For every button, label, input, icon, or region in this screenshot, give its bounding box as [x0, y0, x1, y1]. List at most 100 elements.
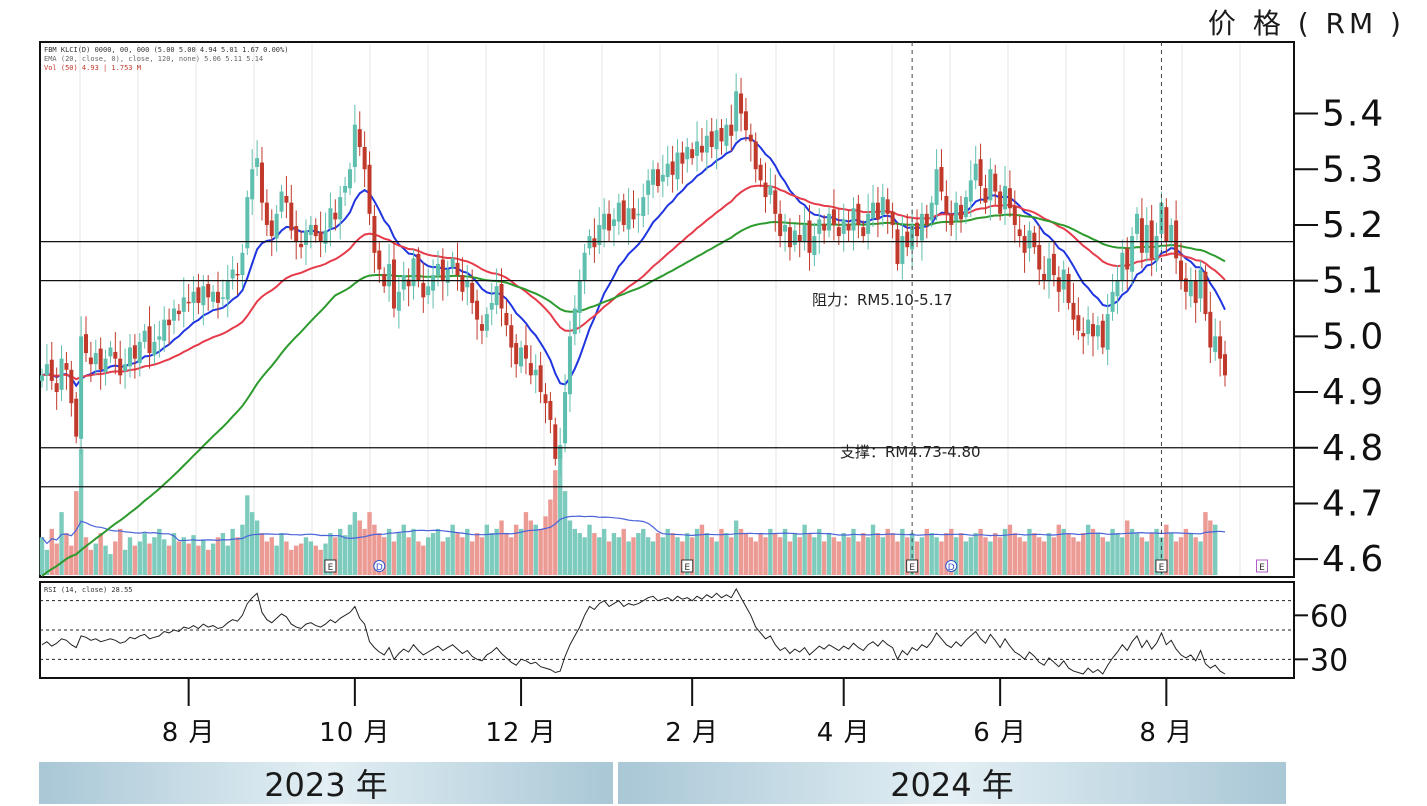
candle-body [127, 347, 132, 367]
candle-body [607, 213, 612, 231]
volume-bar [929, 533, 934, 575]
candle-body [602, 213, 607, 230]
x-tick-label: 4 月 [817, 718, 871, 748]
volume-bar [1164, 524, 1169, 575]
volume-bar [1134, 533, 1140, 575]
volume-bar [122, 549, 128, 575]
volume-bar [83, 537, 89, 575]
candle-body [1003, 185, 1008, 210]
candle-body [357, 129, 362, 147]
volume-bar [885, 528, 890, 575]
candle-body [866, 213, 871, 234]
candle-body [538, 365, 543, 393]
volume-bar [861, 533, 866, 575]
candle-body [372, 216, 377, 253]
candle-body [450, 258, 455, 268]
candle-body [528, 363, 533, 376]
candle-body [680, 152, 685, 164]
volume-bar [1051, 537, 1057, 575]
volume-bar [494, 528, 499, 575]
candle-body [250, 169, 255, 200]
candle-body [924, 213, 929, 225]
candle-body [494, 286, 499, 306]
volume-bar [939, 541, 944, 575]
volume-bar [391, 541, 397, 575]
candle-body [1022, 236, 1027, 253]
candle-body [616, 202, 621, 222]
candle-body [699, 145, 704, 153]
volume-bar [157, 528, 162, 575]
earnings-marker: E [681, 559, 694, 573]
candle-body [753, 141, 758, 170]
candle-body [1105, 314, 1110, 350]
volume-bar [631, 537, 636, 575]
volume-bar [650, 541, 656, 575]
x-tick-label: 2 月 [665, 718, 719, 748]
candle-body [611, 219, 616, 227]
volume-bar [284, 541, 289, 575]
volume-bar [1017, 537, 1022, 575]
volume-bar [509, 537, 514, 575]
candle-body [963, 197, 968, 218]
volume-bar [313, 545, 318, 575]
volume-bar [841, 533, 846, 575]
candle-body [387, 263, 392, 287]
candle-body [181, 297, 186, 312]
candle-body [426, 286, 431, 296]
candle-body [743, 111, 748, 131]
y-tick-label: 5.3 [1322, 149, 1385, 190]
candle-body [533, 369, 538, 376]
candle-body [1198, 269, 1203, 299]
volume-bar [1144, 541, 1149, 575]
volume-bar [953, 537, 959, 575]
candle-body [704, 135, 709, 153]
candle-body [558, 447, 563, 459]
y-tick-label: 4.9 [1322, 372, 1385, 413]
candle-body [362, 146, 367, 170]
volume-bar [963, 541, 969, 575]
candle-body [641, 197, 646, 217]
volume-bar [592, 533, 597, 575]
volume-bar [831, 537, 837, 575]
volume-bar [445, 537, 450, 575]
y-tick-label: 5.4 [1322, 94, 1385, 135]
candle-body [137, 341, 142, 364]
candle-body [523, 345, 528, 359]
volume-bar [787, 541, 793, 575]
volume-bar [98, 533, 103, 575]
candle-body [396, 291, 401, 311]
volume-bar [132, 545, 138, 575]
volume-bar [127, 537, 133, 575]
candle-body [79, 336, 84, 439]
volume-bar [440, 541, 446, 575]
candle-body [303, 230, 308, 246]
candle-body [831, 209, 836, 225]
dividend-marker: D [945, 560, 958, 573]
candle-body [929, 202, 934, 221]
volume-bar [504, 533, 509, 575]
volume-bar [890, 533, 895, 575]
volume-bar [484, 524, 490, 575]
candle-body [895, 229, 900, 264]
volume-bar [225, 545, 230, 575]
volume-bar [308, 541, 314, 575]
volume-bar [1213, 524, 1218, 575]
volume-bar [587, 524, 592, 575]
marker-label: D [948, 563, 955, 573]
candle-body [162, 319, 167, 341]
marker-shape [324, 559, 337, 573]
candle-body [841, 219, 846, 234]
candle-body [215, 291, 220, 303]
candle-body [431, 275, 436, 291]
candle-body [489, 302, 494, 310]
candle-body [875, 202, 880, 220]
candle-body [113, 351, 118, 359]
volume-bar [621, 528, 626, 575]
x-tick-label: 12 月 [485, 718, 556, 748]
volume-bar [108, 554, 113, 575]
candle-body [621, 200, 626, 225]
volume-bar [279, 533, 284, 575]
volume-bar [724, 533, 729, 575]
candle-body [333, 212, 338, 220]
